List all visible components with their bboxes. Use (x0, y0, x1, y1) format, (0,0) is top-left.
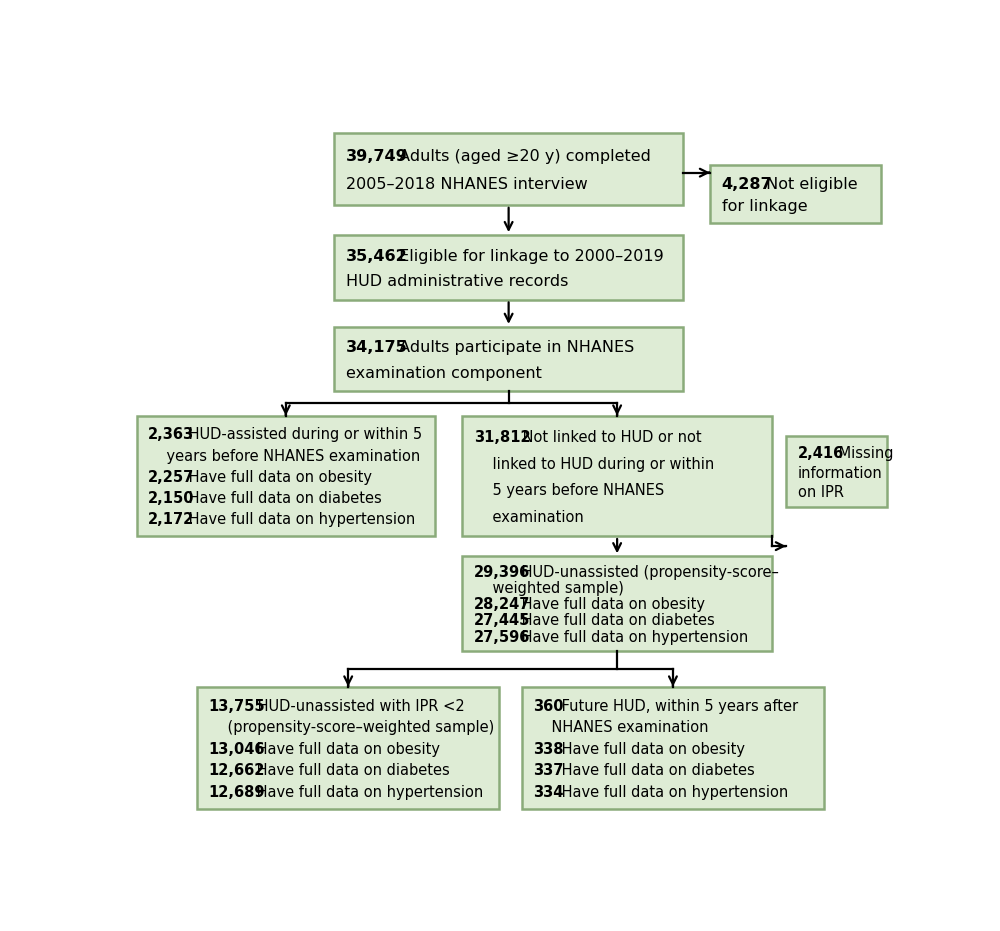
FancyBboxPatch shape (334, 133, 683, 205)
Text: Have full data on obesity: Have full data on obesity (557, 741, 745, 757)
FancyBboxPatch shape (786, 436, 887, 507)
Text: Have full data on hypertension: Have full data on hypertension (557, 785, 788, 800)
Text: weighted sample): weighted sample) (474, 581, 624, 597)
Text: years before NHANES examination: years before NHANES examination (148, 449, 420, 464)
Text: information: information (798, 466, 882, 480)
Text: examination: examination (474, 509, 584, 524)
Text: Have full data on obesity: Have full data on obesity (517, 598, 705, 613)
Text: Have full data on hypertension: Have full data on hypertension (517, 629, 749, 644)
FancyBboxPatch shape (334, 235, 683, 300)
Text: 334: 334 (533, 785, 564, 800)
Text: 4,287: 4,287 (722, 177, 772, 193)
Text: 12,689: 12,689 (209, 785, 265, 800)
FancyBboxPatch shape (462, 415, 772, 536)
Text: 2,172: 2,172 (148, 512, 194, 527)
Text: HUD-unassisted with IPR <2: HUD-unassisted with IPR <2 (253, 698, 464, 713)
Text: 39,749: 39,749 (346, 149, 408, 164)
Text: 27,445: 27,445 (474, 614, 530, 628)
Text: Adults participate in NHANES: Adults participate in NHANES (394, 341, 634, 356)
Text: 360: 360 (533, 698, 564, 713)
FancyBboxPatch shape (197, 687, 499, 808)
Text: HUD-unassisted (propensity-score–: HUD-unassisted (propensity-score– (517, 565, 779, 580)
Text: (propensity-score–weighted sample): (propensity-score–weighted sample) (209, 720, 494, 735)
Text: 29,396: 29,396 (474, 565, 530, 580)
Text: Have full data on diabetes: Have full data on diabetes (184, 491, 382, 506)
Text: Have full data on hypertension: Have full data on hypertension (184, 512, 415, 527)
Text: 13,046: 13,046 (209, 741, 265, 757)
Text: on IPR: on IPR (798, 485, 844, 500)
Text: Future HUD, within 5 years after: Future HUD, within 5 years after (557, 698, 798, 713)
Text: 2005–2018 NHANES interview: 2005–2018 NHANES interview (346, 177, 588, 193)
Text: Have full data on diabetes: Have full data on diabetes (517, 614, 715, 628)
Text: NHANES examination: NHANES examination (533, 720, 709, 735)
Text: 2,150: 2,150 (148, 491, 195, 506)
Text: HUD administrative records: HUD administrative records (346, 274, 568, 289)
Text: Not linked to HUD or not: Not linked to HUD or not (518, 430, 701, 445)
FancyBboxPatch shape (334, 327, 683, 391)
Text: 2,416: 2,416 (798, 446, 844, 462)
Text: 5 years before NHANES: 5 years before NHANES (474, 483, 664, 498)
Text: 28,247: 28,247 (474, 598, 530, 613)
Text: 2,257: 2,257 (148, 470, 194, 485)
Text: Missing: Missing (834, 446, 893, 462)
Text: 35,462: 35,462 (346, 249, 408, 263)
FancyBboxPatch shape (522, 687, 824, 808)
Text: Have full data on diabetes: Have full data on diabetes (557, 763, 755, 778)
Text: Eligible for linkage to 2000–2019: Eligible for linkage to 2000–2019 (394, 249, 663, 263)
FancyBboxPatch shape (462, 556, 772, 651)
Text: 338: 338 (533, 741, 564, 757)
Text: for linkage: for linkage (722, 199, 807, 214)
Text: Have full data on hypertension: Have full data on hypertension (252, 785, 484, 800)
Text: 27,596: 27,596 (474, 629, 530, 644)
Text: 13,755: 13,755 (209, 698, 265, 713)
Text: Not eligible: Not eligible (761, 177, 858, 193)
Text: 12,662: 12,662 (209, 763, 265, 778)
Text: 2,363: 2,363 (148, 427, 194, 442)
Text: Have full data on obesity: Have full data on obesity (184, 470, 372, 485)
Text: Have full data on diabetes: Have full data on diabetes (252, 763, 450, 778)
FancyBboxPatch shape (137, 415, 435, 536)
Text: 31,812: 31,812 (474, 430, 530, 445)
Text: 337: 337 (533, 763, 564, 778)
Text: HUD-assisted during or within 5: HUD-assisted during or within 5 (184, 427, 422, 442)
Text: 34,175: 34,175 (346, 341, 408, 356)
Text: Have full data on obesity: Have full data on obesity (252, 741, 440, 757)
Text: linked to HUD during or within: linked to HUD during or within (474, 456, 714, 472)
FancyBboxPatch shape (710, 166, 881, 223)
Text: examination component: examination component (346, 366, 542, 381)
Text: Adults (aged ≥20 y) completed: Adults (aged ≥20 y) completed (394, 149, 651, 164)
